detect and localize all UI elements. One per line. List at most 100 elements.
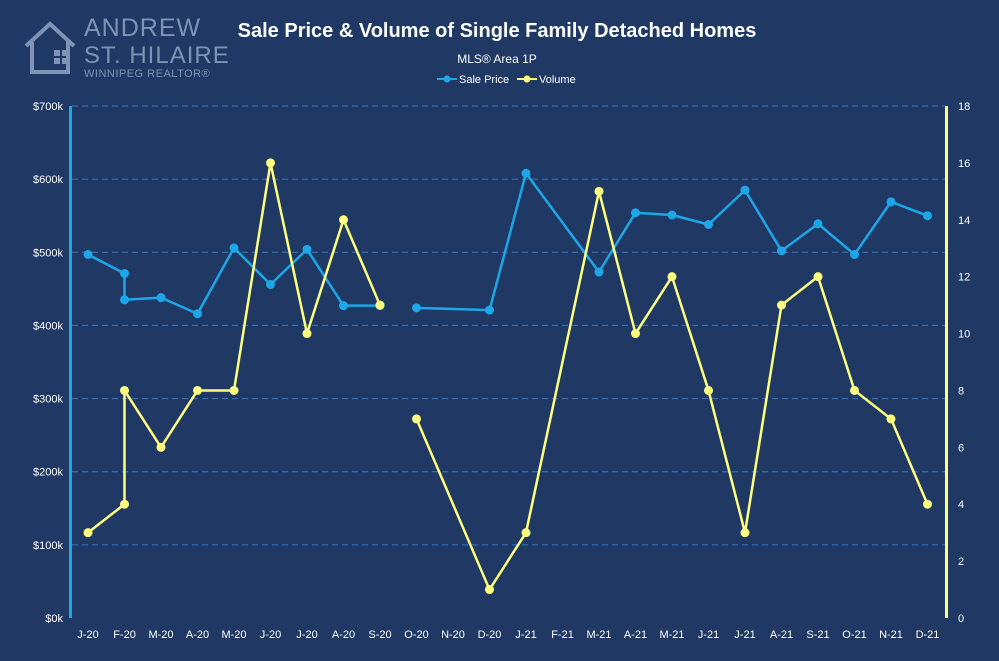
- y-right-tick-label: 8: [958, 385, 964, 397]
- x-tick-label: S-20: [368, 629, 391, 641]
- legend-item-volume: Volume: [517, 74, 576, 86]
- x-tick-label: O-20: [404, 629, 428, 641]
- x-tick-label: J-20: [260, 629, 281, 641]
- series-line-sale-price: [87, 246, 380, 315]
- x-tick-label: O-21: [842, 629, 866, 641]
- data-point-sale-price: [120, 295, 129, 305]
- data-point-volume: [120, 499, 129, 509]
- legend-label-volume: Volume: [539, 74, 576, 86]
- series-line-volume: [87, 161, 382, 534]
- grid: [72, 105, 945, 546]
- y-right-tick-label: 14: [958, 215, 970, 227]
- legend-item-sale-price: Sale Price: [437, 74, 509, 86]
- chart-subtitle: MLS® Area 1P: [457, 52, 537, 66]
- x-tick-label: M-20: [148, 629, 173, 641]
- data-point-volume: [193, 385, 202, 395]
- data-point-volume: [777, 300, 786, 310]
- data-point-sale-price: [740, 185, 750, 195]
- data-point-volume: [631, 329, 640, 339]
- right-axis-line: [945, 106, 948, 618]
- y-right-tick-label: 16: [958, 158, 970, 170]
- data-point-sale-price: [667, 210, 677, 220]
- y-left-tick-label: $300k: [33, 394, 63, 406]
- data-point-volume: [886, 414, 896, 424]
- brand-name-line1: ANDREW: [84, 14, 202, 42]
- x-tick-label: S-21: [806, 629, 829, 641]
- x-tick-label: A-21: [770, 629, 793, 641]
- data-point-volume: [412, 414, 421, 424]
- x-axis-ticks: J-20 F-20 M-20 A-20 M-20 J-20 J-20 A-20 S-20 O-20…: [77, 629, 939, 641]
- x-tick-label: N-21: [879, 629, 903, 641]
- data-point-sale-price: [594, 267, 604, 277]
- data-point-volume: [120, 385, 129, 395]
- y-left-tick-label: $600k: [33, 174, 63, 186]
- x-tick-label: J-21: [515, 629, 536, 641]
- x-tick-label: F-20: [113, 629, 136, 641]
- x-tick-label: N-20: [441, 629, 465, 641]
- data-point-volume: [229, 385, 239, 395]
- data-point-volume: [704, 385, 713, 395]
- data-point-sale-price: [302, 244, 312, 254]
- axes: [69, 106, 948, 618]
- data-point-sale-price: [120, 268, 129, 278]
- x-tick-label: J-20: [77, 629, 98, 641]
- data-point-volume: [813, 272, 823, 282]
- y-left-tick-label: $700k: [33, 101, 63, 113]
- house-logo-icon: [24, 21, 76, 74]
- x-tick-label: M-21: [659, 629, 684, 641]
- left-axis-ticks: $0k $100k $200k $300k $400k $500k $600k $700k: [33, 101, 63, 625]
- chart-title: Sale Price & Volume of Single Family Det…: [238, 20, 757, 42]
- brand-tagline: WINNIPEG REALTOR®: [84, 68, 211, 80]
- data-point-sale-price: [266, 279, 275, 289]
- x-tick-label: F-21: [551, 629, 574, 641]
- y-left-tick-label: $500k: [33, 247, 63, 259]
- data-point-sale-price: [156, 293, 166, 303]
- data-point-sale-price: [923, 211, 932, 221]
- y-left-tick-label: $400k: [33, 320, 63, 332]
- x-tick-label: A-20: [186, 629, 209, 641]
- y-left-tick-label: $200k: [33, 467, 63, 479]
- legend-label-sale-price: Sale Price: [459, 74, 509, 86]
- right-axis-ticks: 0 2 4 6 8 10 12 14 16 18: [958, 101, 970, 625]
- y-right-tick-label: 4: [958, 499, 964, 511]
- data-point-volume: [375, 300, 385, 310]
- series-line-sale-price: [416, 172, 928, 312]
- data-point-sale-price: [339, 301, 348, 311]
- data-point-volume: [156, 442, 166, 452]
- data-point-volume: [302, 329, 312, 339]
- x-tick-label: D-20: [478, 629, 502, 641]
- data-point-sale-price: [521, 168, 531, 178]
- x-tick-label: J-21: [734, 629, 755, 641]
- x-tick-label: A-21: [624, 629, 647, 641]
- y-right-tick-label: 2: [958, 556, 964, 568]
- y-right-tick-label: 10: [958, 329, 970, 341]
- data-point-volume: [83, 528, 93, 538]
- data-point-sale-price: [412, 303, 421, 313]
- legend: Sale Price Volume: [437, 74, 576, 86]
- x-tick-label: D-21: [916, 629, 940, 641]
- y-right-tick-label: 18: [958, 101, 970, 113]
- y-right-tick-label: 6: [958, 442, 964, 454]
- y-right-tick-label: 12: [958, 272, 970, 284]
- data-point-volume: [923, 499, 932, 509]
- data-point-sale-price: [777, 246, 786, 256]
- brand-name-line2: ST. HILAIRE: [84, 42, 230, 69]
- data-point-sale-price: [704, 219, 713, 229]
- x-tick-label: J-20: [296, 629, 317, 641]
- legend-marker-volume: [523, 75, 531, 83]
- x-tick-label: J-21: [698, 629, 719, 641]
- data-point-sale-price: [229, 243, 239, 253]
- x-tick-label: M-20: [221, 629, 246, 641]
- data-point-sale-price: [813, 219, 823, 229]
- data-point-sale-price: [193, 309, 202, 319]
- data-point-volume: [850, 385, 859, 395]
- data-point-volume: [485, 585, 494, 595]
- y-left-tick-label: $100k: [33, 540, 63, 552]
- data-point-volume: [266, 158, 275, 168]
- legend-marker-sale-price: [443, 75, 451, 83]
- x-tick-label: A-20: [332, 629, 355, 641]
- brand-logo: ANDREW ST. HILAIRE WINNIPEG REALTOR®: [20, 12, 229, 82]
- y-left-tick-label: $0k: [45, 613, 63, 625]
- data-point-sale-price: [886, 197, 896, 207]
